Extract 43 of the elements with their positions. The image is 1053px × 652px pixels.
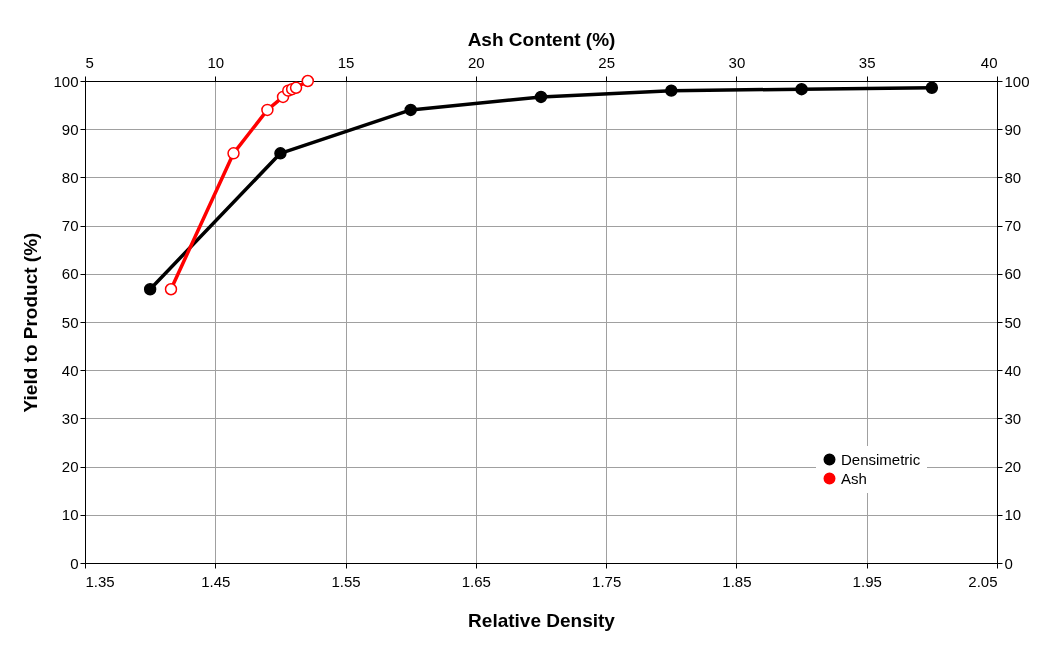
y-tick-label: 20 — [61, 458, 79, 476]
x2-tick-label: 15 — [337, 53, 355, 71]
y2-tick-label: 20 — [1004, 458, 1022, 476]
legend-label: Densimetric — [841, 450, 921, 468]
x-tick-label: 1.35 — [85, 572, 115, 590]
x-tick-label: 2.05 — [968, 572, 998, 590]
x-tick-label: 1.85 — [722, 572, 752, 590]
x-tick-label: 1.95 — [852, 572, 882, 590]
x2-axis-title: Ash Content (%) — [467, 28, 616, 50]
legend-label: Ash — [841, 469, 867, 487]
y2-tick-label: 50 — [1004, 313, 1022, 331]
x-axis-title: Relative Density — [468, 609, 616, 631]
x-tick-label: 1.45 — [201, 572, 231, 590]
y-tick-label: 0 — [70, 554, 79, 572]
x2-tick-label: 35 — [858, 53, 876, 71]
x2-tick-label: 25 — [598, 53, 615, 71]
y2-tick-label: 100 — [1004, 72, 1030, 90]
x2-tick-label: 30 — [728, 53, 746, 71]
y2-tick-label: 0 — [1004, 554, 1013, 572]
y2-tick-label: 40 — [1004, 361, 1022, 379]
x2-tick-label: 20 — [468, 53, 485, 71]
y2-tick-label: 10 — [1004, 506, 1022, 524]
y-tick-label: 50 — [61, 313, 79, 331]
x2-tick-label: 10 — [207, 53, 225, 71]
y-tick-label: 60 — [61, 265, 79, 283]
y2-tick-label: 70 — [1004, 217, 1022, 235]
y-tick-label: 80 — [61, 168, 79, 186]
y-axis-title: Yield to Product (%) — [20, 232, 42, 413]
y2-tick-label: 80 — [1004, 168, 1022, 186]
y-tick-label: 90 — [61, 120, 79, 138]
y-tick-label: 40 — [61, 361, 79, 379]
y2-tick-label: 90 — [1004, 120, 1022, 138]
y2-tick-label: 30 — [1004, 409, 1022, 427]
y-tick-label: 70 — [61, 217, 79, 235]
x-tick-label: 1.55 — [331, 572, 361, 590]
x-tick-label: 1.65 — [461, 572, 491, 590]
x2-tick-label: 5 — [85, 53, 94, 71]
y-tick-label: 30 — [61, 409, 79, 427]
x-tick-label: 1.75 — [592, 572, 622, 590]
y-tick-label: 100 — [53, 72, 79, 90]
x2-tick-label: 40 — [980, 53, 998, 71]
y-tick-label: 10 — [61, 506, 79, 524]
y2-tick-label: 60 — [1004, 265, 1022, 283]
